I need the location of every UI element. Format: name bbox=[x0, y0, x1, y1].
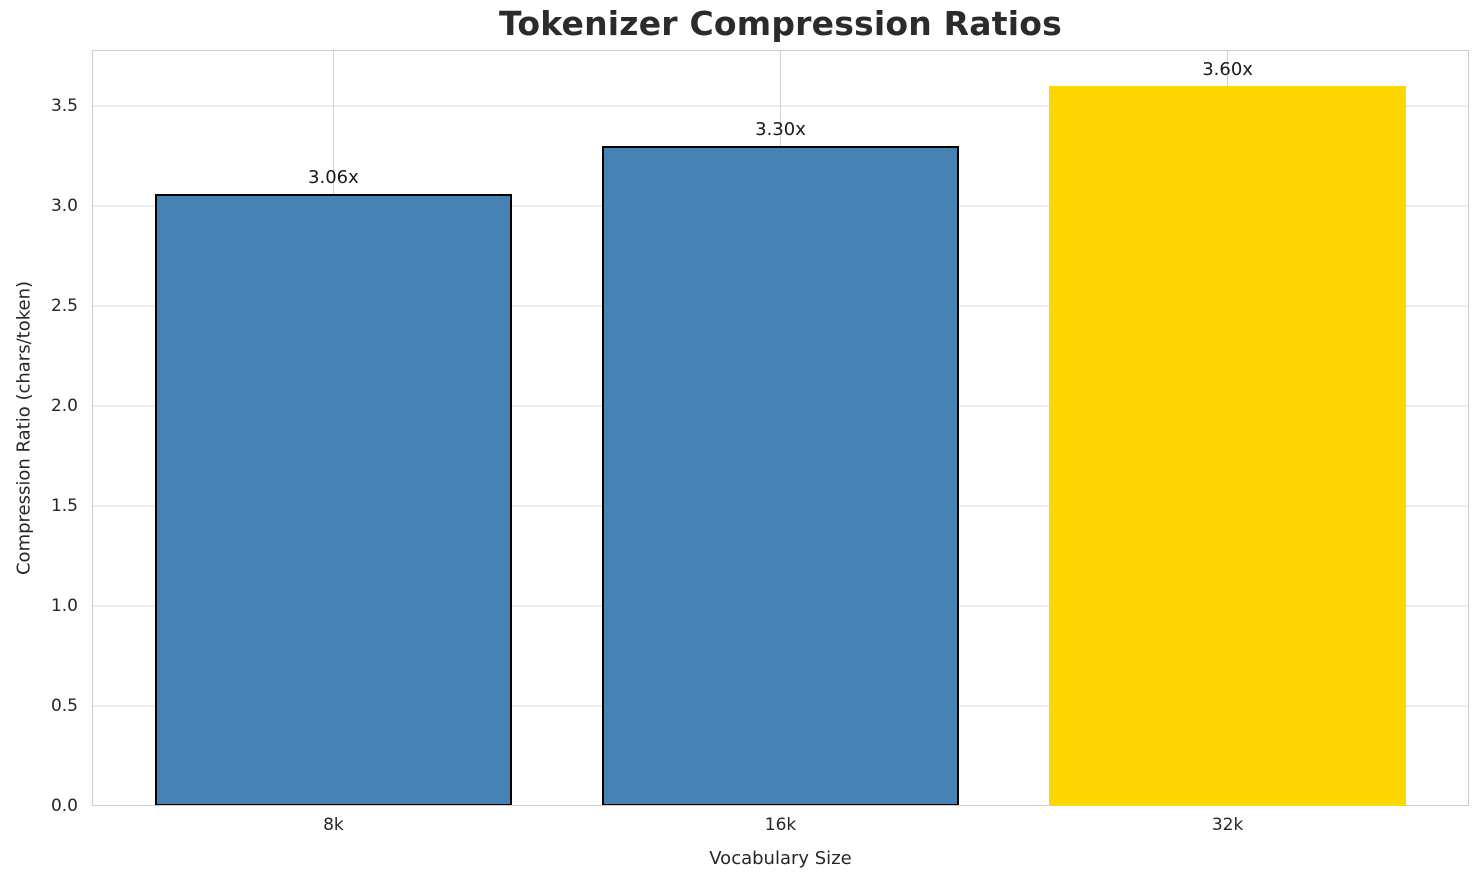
x-tick-label: 32k bbox=[1211, 815, 1244, 835]
bar-value-label: 3.60x bbox=[1202, 59, 1253, 80]
y-tick-label: 1.0 bbox=[50, 596, 78, 616]
bar-16k bbox=[601, 146, 960, 806]
x-tick-label: 16k bbox=[764, 815, 797, 835]
chart-title: Tokenizer Compression Ratios bbox=[499, 4, 1062, 43]
bar-value-label: 3.06x bbox=[308, 167, 359, 188]
y-tick-label: 1.5 bbox=[50, 496, 78, 516]
plot-area bbox=[92, 50, 1469, 806]
x-axis-label: Vocabulary Size bbox=[709, 848, 852, 869]
y-tick-label: 0.5 bbox=[50, 696, 78, 716]
y-tick-label: 3.0 bbox=[50, 196, 78, 216]
y-axis-label: Compression Ratio (chars/token) bbox=[13, 280, 35, 576]
y-tick-label: 3.5 bbox=[50, 96, 78, 116]
bar-32k bbox=[1048, 86, 1407, 806]
x-tick-label: 8k bbox=[323, 815, 344, 835]
y-tick-label: 2.0 bbox=[50, 396, 78, 416]
y-tick-label: 0.0 bbox=[50, 796, 78, 816]
y-tick-label: 2.5 bbox=[50, 296, 78, 316]
bar-8k bbox=[154, 194, 513, 806]
bar-value-label: 3.30x bbox=[755, 119, 806, 140]
